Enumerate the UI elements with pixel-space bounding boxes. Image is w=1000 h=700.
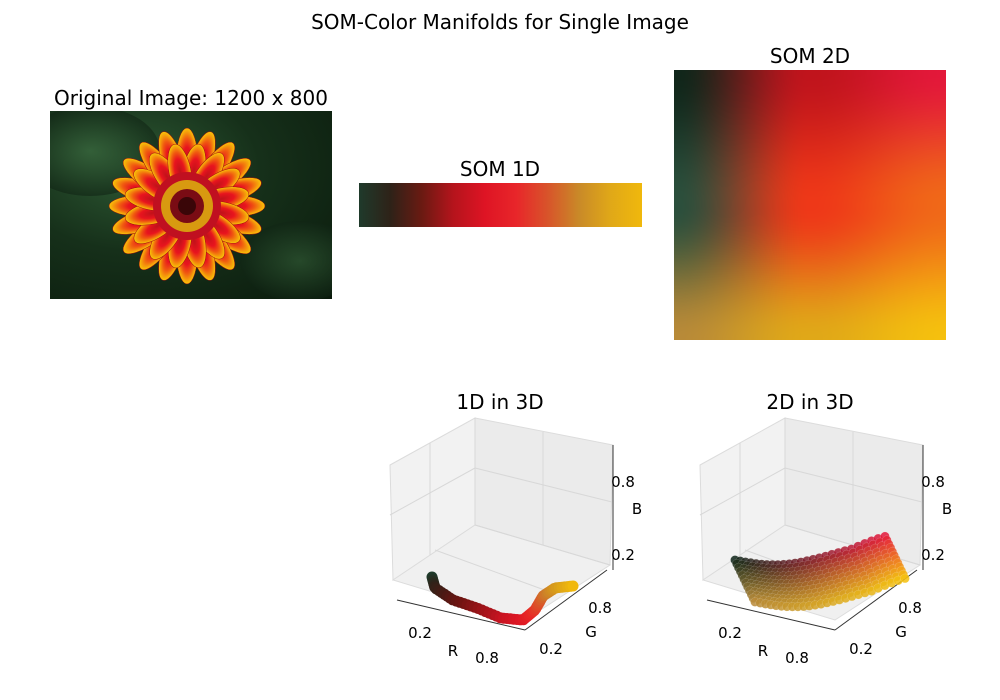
data-point: [900, 573, 910, 584]
z-tick-label: 0.2: [611, 546, 635, 564]
z-tick-label: 0.2: [921, 546, 945, 564]
y-tick-label: 0.8: [898, 599, 922, 617]
z-axis-label: B: [942, 500, 952, 518]
z-tick-label: 0.8: [921, 473, 945, 491]
grid-line: [784, 467, 923, 503]
x-tick-label: 0.2: [408, 624, 432, 642]
original-image-title: Original Image: 1200 x 800: [54, 86, 328, 110]
x-tick-label: 0.8: [475, 649, 499, 667]
plot3d-2d: 0.2 0.8 0.2 0.8 0.2 0.8 R G B: [699, 417, 952, 667]
y-tick-label: 0.2: [849, 640, 873, 658]
x-axis-label: R: [448, 642, 458, 660]
y-tick-label: 0.2: [539, 640, 563, 658]
som1d-title: SOM 1D: [459, 157, 541, 181]
y-axis-line: [524, 569, 608, 631]
grid-line: [474, 467, 613, 503]
grid-line: [699, 467, 786, 516]
z-tick-label: 0.8: [611, 473, 635, 491]
som1d-strip: [359, 183, 642, 227]
y-axis-label: G: [895, 623, 907, 641]
plot3d-1d: 0.2 0.8 0.2 0.8 0.2 0.8 R G B: [389, 417, 642, 667]
plot3d-2d-title: 2D in 3D: [766, 390, 854, 414]
som2d-map: [674, 70, 946, 340]
x-axis-label: R: [758, 642, 768, 660]
flower-illustration: [50, 111, 332, 299]
x-tick-label: 0.2: [718, 624, 742, 642]
y-tick-label: 0.8: [588, 599, 612, 617]
x-tick-label: 0.8: [785, 649, 809, 667]
grid-line: [389, 467, 476, 516]
original-image: [50, 111, 332, 299]
figure-title: SOM-Color Manifolds for Single Image: [311, 10, 689, 34]
x-axis-line: [706, 599, 836, 631]
z-axis-label: B: [632, 500, 642, 518]
y-axis-label: G: [585, 623, 597, 641]
x-axis-line: [396, 599, 526, 631]
plot3d-1d-title: 1D in 3D: [456, 390, 544, 414]
data-point: [567, 580, 579, 592]
grid-line: [434, 549, 551, 593]
grid-line: [474, 524, 611, 566]
som2d-title: SOM 2D: [769, 44, 851, 68]
